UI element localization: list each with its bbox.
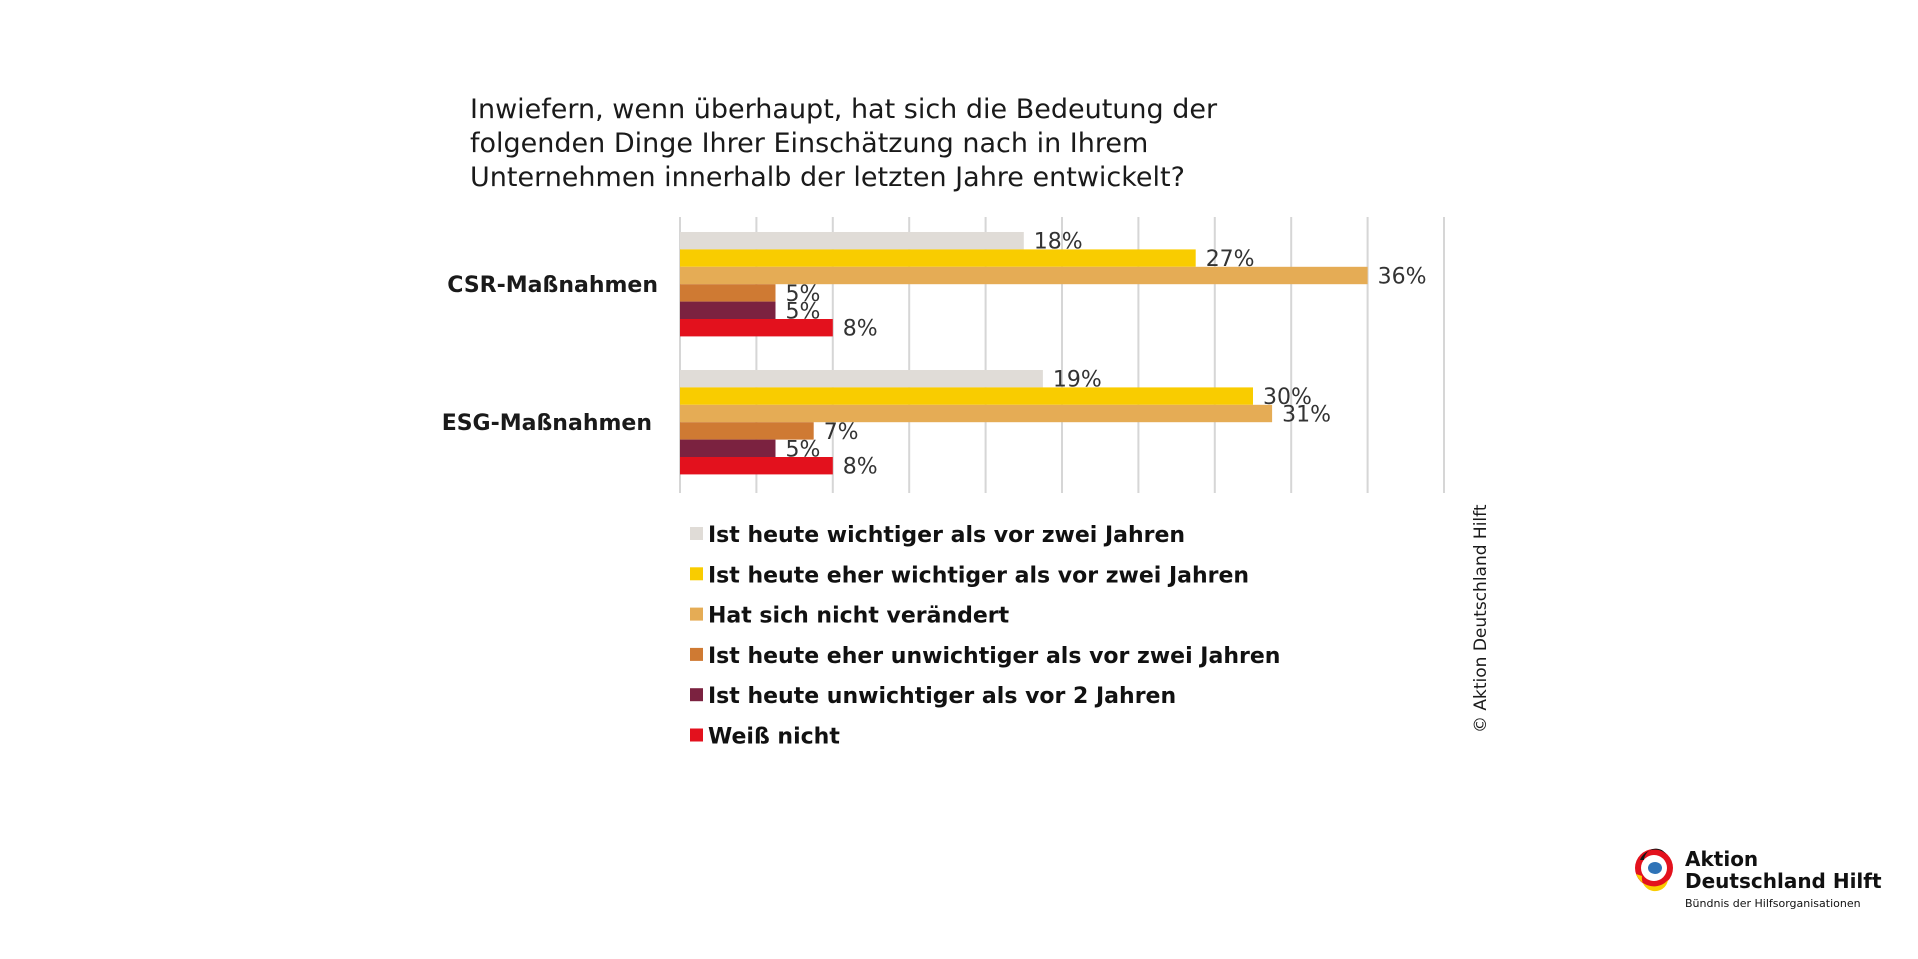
legend-swatch — [690, 688, 703, 702]
bar — [680, 232, 1024, 250]
legend-swatch — [690, 567, 703, 581]
data-label: 7% — [824, 420, 859, 445]
bar — [680, 370, 1043, 388]
bar — [680, 301, 776, 319]
legend-label: Hat sich nicht verändert — [708, 604, 1010, 629]
chart-title-line: folgenden Dinge Ihrer Einschätzung nach … — [470, 128, 1148, 159]
chart-category-labels: CSR-Maßnahmen ESG-Maßnahmen — [442, 273, 658, 436]
data-label: 8% — [843, 317, 878, 342]
copyright-note: © Aktion Deutschland Hilft — [1471, 504, 1491, 733]
bar — [680, 439, 776, 457]
legend-label: Ist heute eher wichtiger als vor zwei Ja… — [708, 563, 1249, 588]
legend-swatch — [690, 728, 703, 742]
legend-label: Weiß nicht — [708, 725, 840, 750]
legend-swatch — [690, 647, 703, 661]
legend-label: Ist heute unwichtiger als vor 2 Jahren — [708, 684, 1176, 709]
chart-legend: Ist heute wichtiger als vor zwei Jahren I… — [690, 523, 1280, 750]
data-label: 8% — [843, 455, 878, 480]
legend-label: Ist heute eher unwichtiger als vor zwei … — [708, 644, 1280, 669]
chart-bars: 18%27%36%5%5%8%19%30%31%7%5%8% — [680, 230, 1427, 480]
bar — [680, 319, 833, 337]
bar — [680, 387, 1253, 405]
bar — [680, 404, 1273, 423]
bar — [680, 284, 776, 302]
category-label: CSR-Maßnahmen — [447, 273, 658, 298]
data-label: 5% — [786, 282, 821, 307]
brand-logo: Aktion Deutschland Hilft Bündnis der Hil… — [1635, 847, 1882, 910]
logo-name-line1: Aktion — [1685, 847, 1758, 871]
legend-label: Ist heute wichtiger als vor zwei Jahren — [708, 523, 1185, 548]
legend-swatch — [690, 527, 703, 540]
logo-tagline: Bündnis der Hilfsorganisationen — [1685, 897, 1861, 910]
chart-title-line: Unternehmen innerhalb der letzten Jahre … — [470, 162, 1185, 193]
data-label: 31% — [1282, 403, 1331, 428]
legend-swatch — [690, 607, 703, 621]
bar — [680, 249, 1196, 267]
logo-mark-icon — [1635, 848, 1673, 892]
data-label: 36% — [1378, 265, 1427, 290]
logo-name-line2: Deutschland Hilft — [1685, 869, 1882, 893]
category-label: ESG-Maßnahmen — [442, 411, 652, 436]
chart-title-line: Inwiefern, wenn überhaupt, hat sich die … — [470, 94, 1218, 125]
bar — [680, 422, 814, 440]
bar — [680, 266, 1368, 285]
chart-title: Inwiefern, wenn überhaupt, hat sich die … — [470, 94, 1218, 193]
bar — [680, 457, 833, 475]
